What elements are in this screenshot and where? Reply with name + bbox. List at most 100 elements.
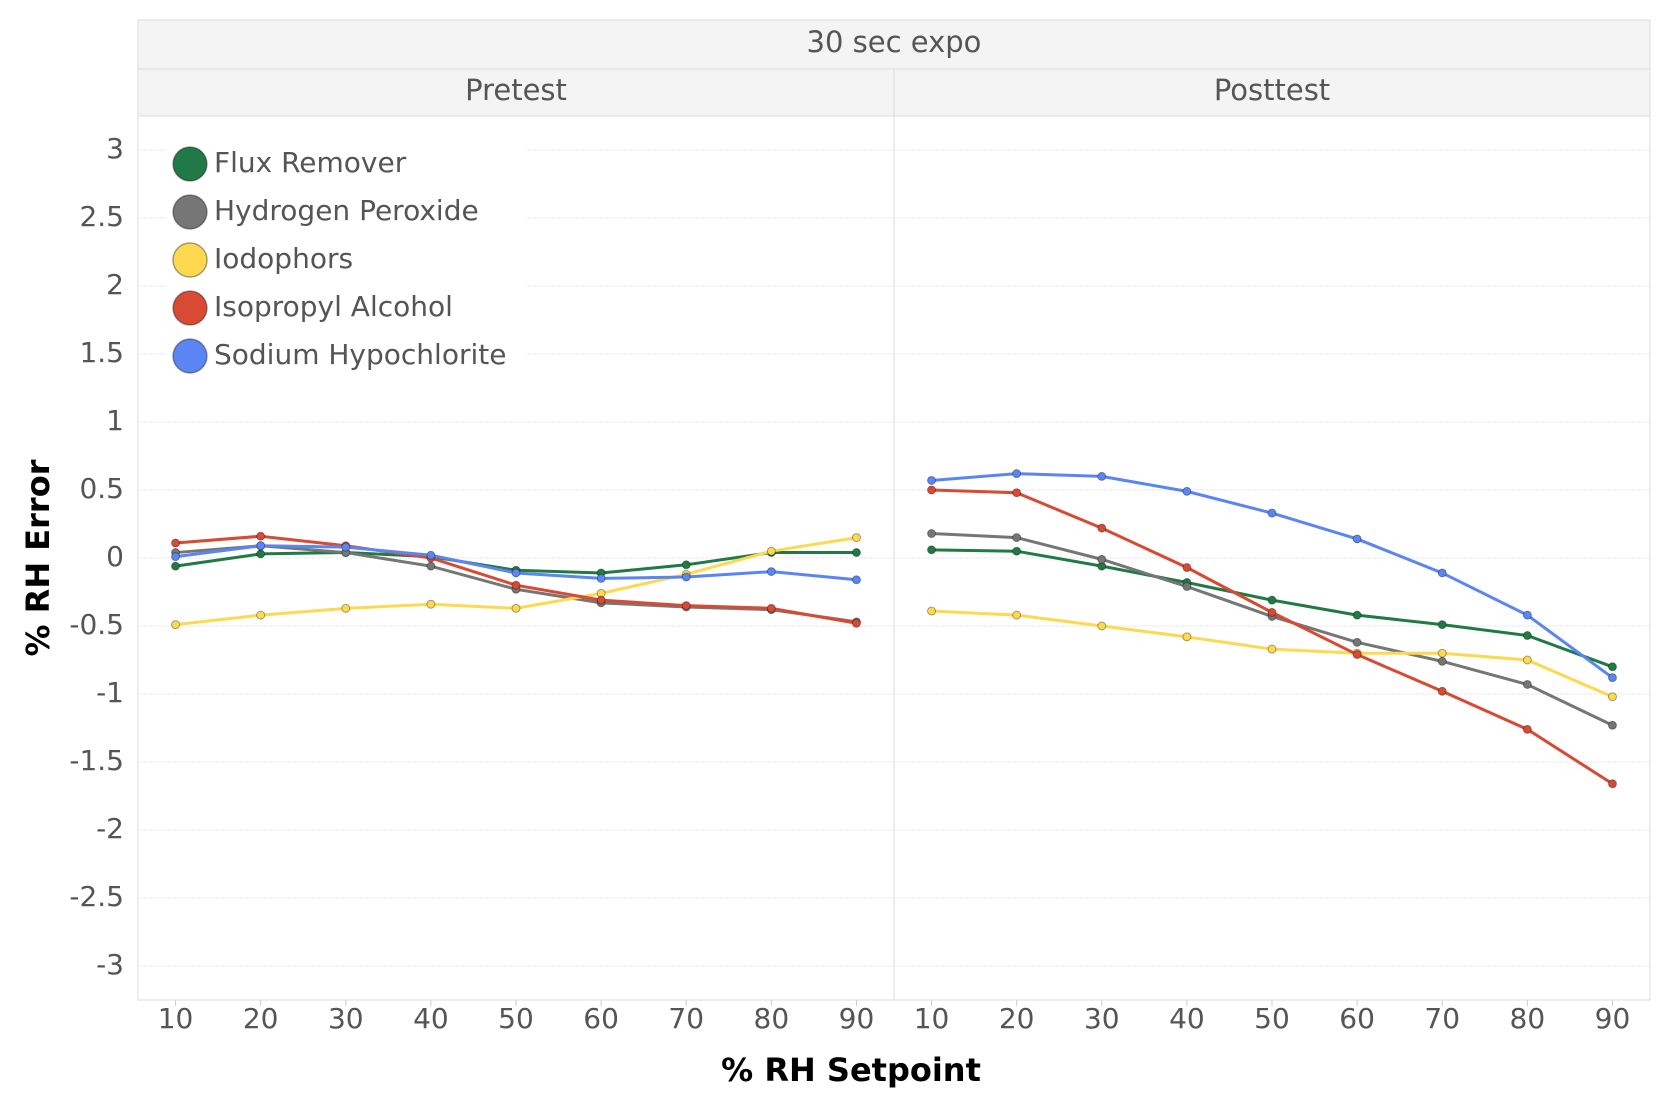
x-tick-label: 30: [328, 1002, 364, 1035]
point: [1267, 607, 1277, 617]
point: [171, 538, 181, 548]
point: [1182, 632, 1192, 642]
point: [256, 541, 266, 551]
legend-label: Sodium Hypochlorite: [214, 338, 506, 371]
legend-swatch: [172, 242, 208, 278]
x-tick-label: 40: [1169, 1002, 1205, 1035]
legend-label: Hydrogen Peroxide: [214, 194, 479, 227]
point: [171, 552, 181, 562]
point: [511, 568, 521, 578]
x-tick-label: 50: [1254, 1002, 1290, 1035]
x-tick-label: 60: [1339, 1002, 1375, 1035]
point: [1352, 610, 1362, 620]
y-tick-label: -1: [96, 676, 124, 709]
x-tick-label: 20: [243, 1002, 279, 1035]
point: [171, 620, 181, 630]
point: [171, 561, 181, 571]
point: [1097, 554, 1107, 564]
point: [256, 610, 266, 620]
point: [1267, 595, 1277, 605]
point: [927, 529, 937, 539]
point: [1437, 686, 1447, 696]
point: [1607, 673, 1617, 683]
facet-title: 30 sec expo: [807, 25, 982, 59]
point: [341, 542, 351, 552]
point: [426, 561, 436, 571]
point: [1437, 648, 1447, 658]
y-tick-label: -2: [96, 812, 124, 845]
x-tick-label: 40: [413, 1002, 449, 1035]
point: [1352, 534, 1362, 544]
x-tick-label: 90: [1595, 1002, 1631, 1035]
point: [1522, 610, 1532, 620]
point: [1012, 488, 1022, 498]
point: [1012, 610, 1022, 620]
x-axis-label: % RH Setpoint: [721, 1051, 981, 1089]
legend-label: Iodophors: [214, 242, 353, 275]
point: [1182, 582, 1192, 592]
y-tick-label: 2.5: [79, 200, 124, 233]
series-line: [931, 609, 1614, 699]
x-tick-label: 80: [754, 1002, 790, 1035]
point: [426, 599, 436, 609]
point: [1097, 471, 1107, 481]
point: [927, 545, 937, 555]
point: [1607, 779, 1617, 789]
point: [927, 485, 937, 495]
legend-swatch: [172, 338, 208, 374]
x-tick-label: 90: [839, 1002, 875, 1035]
point: [256, 549, 266, 559]
point: [1352, 650, 1362, 660]
point: [766, 546, 776, 556]
point: [1437, 568, 1447, 578]
point: [766, 567, 776, 577]
point: [426, 550, 436, 560]
point: [1522, 655, 1532, 665]
point: [681, 560, 691, 570]
y-tick-label: 0: [106, 540, 124, 573]
legend-box: [166, 136, 526, 376]
point: [851, 575, 861, 585]
point: [1437, 656, 1447, 666]
point: [1522, 631, 1532, 641]
y-tick-label: 1.5: [79, 336, 124, 369]
legend-label: Isopropyl Alcohol: [214, 290, 453, 323]
point: [766, 603, 776, 613]
point: [1352, 637, 1362, 647]
point: [1607, 720, 1617, 730]
point: [681, 572, 691, 582]
point: [1097, 621, 1107, 631]
point: [1607, 692, 1617, 702]
x-tick-label: 50: [498, 1002, 534, 1035]
point: [1437, 620, 1447, 630]
y-tick-label: -0.5: [69, 608, 124, 641]
y-tick-label: -1.5: [69, 744, 124, 777]
x-tick-label: 30: [1084, 1002, 1120, 1035]
x-tick-label: 70: [1424, 1002, 1460, 1035]
panel-title: Posttest: [1214, 73, 1330, 107]
point: [1012, 533, 1022, 543]
series-line: [931, 532, 1614, 727]
point: [256, 531, 266, 541]
y-tick-label: 1: [106, 404, 124, 437]
point: [1522, 724, 1532, 734]
series-line: [931, 488, 1614, 786]
point: [596, 595, 606, 605]
point: [927, 475, 937, 485]
point: [341, 603, 351, 613]
point: [596, 573, 606, 583]
point: [851, 548, 861, 558]
point: [1607, 662, 1617, 672]
legend-label: Flux Remover: [214, 146, 407, 179]
y-axis-label: % RH Error: [19, 459, 57, 656]
y-tick-label: 0.5: [79, 472, 124, 505]
y-tick-label: 3: [106, 132, 124, 165]
point: [681, 601, 691, 611]
x-tick-label: 20: [999, 1002, 1035, 1035]
y-tick-label: -2.5: [69, 880, 124, 913]
point: [1267, 508, 1277, 518]
y-tick-label: -3: [96, 948, 124, 981]
x-tick-label: 70: [668, 1002, 704, 1035]
x-tick-label: 60: [583, 1002, 619, 1035]
